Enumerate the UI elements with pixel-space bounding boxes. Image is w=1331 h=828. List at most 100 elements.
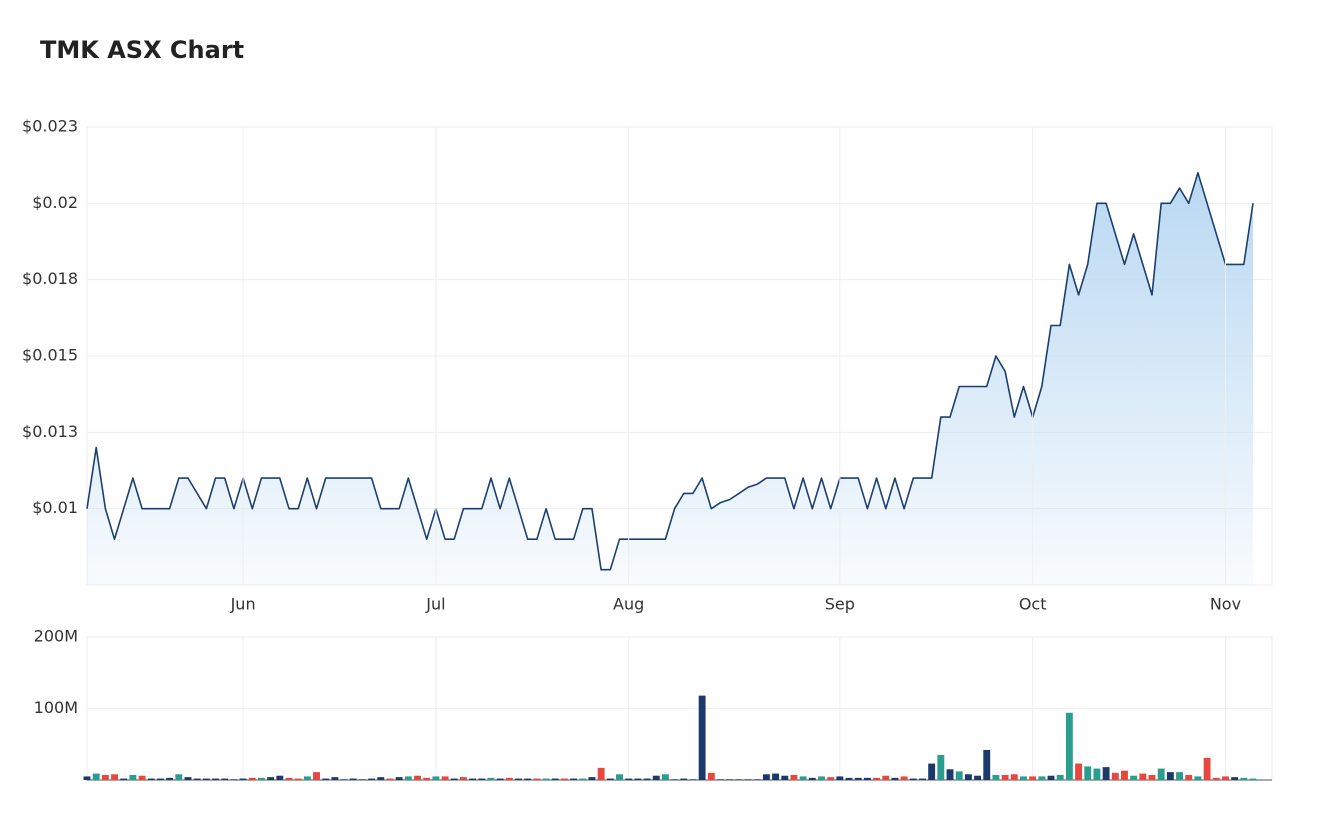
volume-bar [1056, 774, 1064, 780]
volume-bar [120, 778, 128, 780]
volume-bar [726, 779, 734, 780]
y-tick-label: 100M [34, 698, 78, 717]
volume-bar [1029, 776, 1037, 780]
volume-bar [505, 777, 513, 780]
volume-bar [836, 776, 844, 780]
volume-bar [414, 775, 421, 780]
volume-bar [1010, 774, 1018, 780]
volume-bar [854, 777, 862, 780]
volume-bar [313, 772, 320, 780]
volume-bar [964, 774, 972, 780]
x-tick-label: Sep [825, 595, 855, 614]
volume-bar [184, 777, 192, 780]
volume-bar [496, 778, 504, 780]
x-tick-label: Jul [425, 595, 445, 614]
volume-bar [946, 769, 954, 780]
volume-bar [1084, 766, 1092, 780]
volume-bar [597, 767, 605, 780]
x-tick-label: Aug [613, 595, 644, 614]
volume-bar [478, 778, 486, 780]
volume-bar [193, 778, 201, 780]
volume-bar [1093, 768, 1101, 780]
volume-bar [992, 774, 1000, 780]
volume-bar [487, 777, 495, 780]
volume-bar [671, 779, 679, 780]
volume-bar [845, 777, 853, 780]
volume-bar [1139, 773, 1147, 780]
volume-bar [919, 778, 926, 780]
volume-bar [1111, 772, 1119, 780]
volume-bar [762, 774, 770, 780]
volume-bar [1203, 757, 1211, 780]
volume-bar [588, 777, 596, 780]
volume-bar [882, 775, 890, 780]
volume-bar [340, 779, 348, 780]
volume-bar [643, 778, 651, 780]
volume-bar [303, 776, 311, 780]
volume-bar [698, 695, 706, 780]
volume-bar [349, 778, 357, 780]
volume-bar [432, 776, 440, 780]
y-tick-label: $0.02 [32, 193, 78, 212]
volume-bar [1020, 776, 1027, 780]
y-tick-label: $0.018 [22, 269, 78, 288]
volume-bar [707, 772, 715, 780]
volume-bar [248, 777, 256, 780]
volume-bar [459, 777, 467, 780]
volume-bar [1001, 774, 1009, 780]
x-tick-label: Jun [230, 595, 256, 614]
volume-bar [368, 778, 376, 780]
volume-bar [790, 774, 798, 780]
volume-bar [606, 778, 614, 780]
volume-bar [166, 777, 174, 780]
volume-bar [900, 776, 908, 780]
volume-bar [717, 779, 724, 780]
volume-bar [533, 778, 541, 780]
price-line [86, 172, 1254, 571]
volume-bar [937, 754, 945, 780]
volume-bar [799, 776, 807, 780]
volume-bar [652, 775, 660, 780]
y-tick-label: 200M [34, 627, 78, 646]
volume-bar [441, 776, 449, 780]
volume-bar [138, 775, 146, 780]
volume-bar [423, 777, 431, 780]
volume-bar [744, 779, 752, 780]
volume-bar [1047, 775, 1055, 780]
volume-bar [1148, 774, 1156, 780]
volume-bar [294, 778, 302, 780]
y-tick-label: $0.013 [22, 422, 78, 441]
volume-bar [1166, 772, 1174, 780]
x-tick-label: Nov [1210, 595, 1241, 614]
volume-bar [147, 778, 155, 780]
volume-bar [1212, 777, 1220, 780]
volume-bar [579, 778, 587, 780]
volume-bar [863, 777, 871, 780]
volume-bar [1065, 712, 1073, 780]
volume-bar [395, 777, 403, 780]
volume-bar [1240, 777, 1248, 780]
volume-bar [634, 778, 642, 780]
volume-bar [524, 778, 532, 780]
volume-bar [1222, 776, 1229, 780]
volume-bar [1157, 768, 1165, 780]
volume-bar [753, 779, 761, 780]
volume-bar [974, 775, 982, 780]
volume-bar [230, 779, 238, 780]
volume-bar [827, 777, 835, 780]
volume-bar [322, 778, 330, 780]
volume-bar [276, 775, 284, 780]
volume-bar [570, 778, 578, 780]
volume-bar [661, 774, 669, 780]
y-tick-label: $0.023 [22, 117, 78, 136]
volume-bar [83, 776, 91, 780]
volume-bar [891, 777, 899, 780]
volume-bar [1231, 777, 1239, 780]
volume-bar [1038, 776, 1046, 780]
volume-bar [450, 778, 458, 780]
volume-bar [808, 777, 816, 780]
x-tick-label: Oct [1019, 595, 1047, 614]
volume-bar [515, 778, 522, 780]
volume-bar [469, 778, 477, 780]
